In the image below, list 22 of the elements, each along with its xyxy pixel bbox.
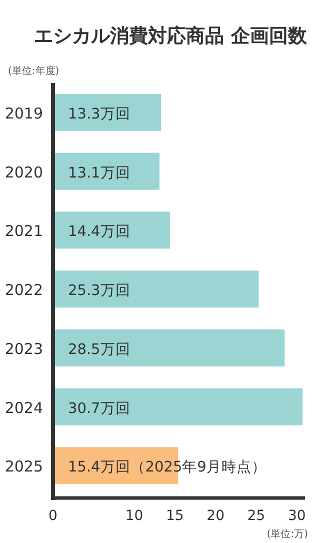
data-label: 25.3万回 <box>68 283 130 300</box>
data-label: 13.1万回 <box>68 165 130 182</box>
y-tick-label: 2020 <box>4 163 43 182</box>
y-tick-label: 2019 <box>4 104 43 122</box>
text: (単位:年度) <box>8 65 60 77</box>
chart-title: エシカル消費対応商品 企画回数 <box>34 25 308 47</box>
y-tick-label: 2021 <box>4 222 43 240</box>
text: (単位:万) <box>266 528 308 540</box>
data-label: 13.3万回 <box>68 106 130 122</box>
y-tick-label: 2025 <box>4 458 43 476</box>
x-tick-label: 0 <box>48 508 58 524</box>
y-tick-label: 2024 <box>4 398 43 417</box>
x-tick-label: 25 <box>247 508 266 524</box>
x-tick-label: 10 <box>125 508 144 524</box>
y-tick-label: 2022 <box>4 281 43 300</box>
x-tick-label: 20 <box>206 508 224 524</box>
data-label: 14.4万回 <box>68 224 130 240</box>
x-tick-label: 30 <box>288 508 306 524</box>
data-label: 30.7万回 <box>68 400 130 417</box>
y-tick-label: 2023 <box>4 340 43 358</box>
data-label: 28.5万回 <box>68 342 130 358</box>
x-tick-label: 15 <box>166 508 184 524</box>
